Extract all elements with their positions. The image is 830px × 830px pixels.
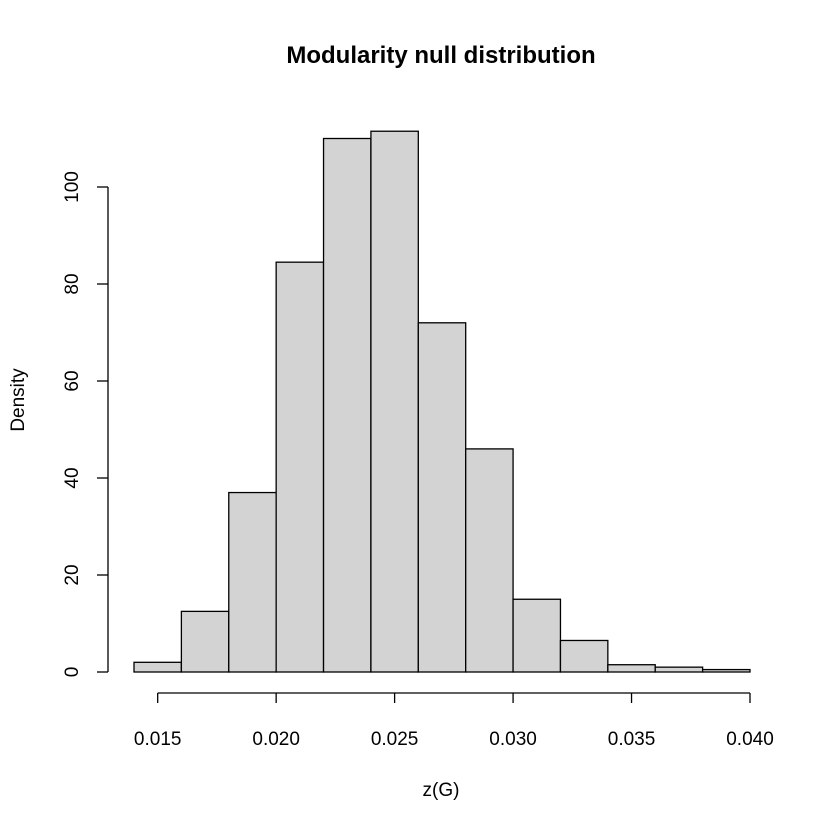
y-tick-label: 0: [62, 667, 83, 678]
x-tick-label: 0.035: [608, 729, 656, 750]
histogram-bar: [133, 661, 183, 673]
x-tick-label: 0.040: [726, 729, 774, 750]
x-tick-label: 0.030: [489, 729, 537, 750]
histogram-bar: [180, 610, 230, 673]
histogram-bar: [607, 664, 656, 673]
bars-group: [133, 130, 751, 673]
y-tick-label: 40: [62, 467, 83, 488]
x-axis: 0.015 0.020 0.025 0.030 0.035 0.040: [134, 692, 774, 750]
x-tick-label: 0.015: [134, 729, 182, 750]
histogram-bar: [322, 137, 372, 673]
histogram-bar: [559, 639, 609, 673]
histogram-bar: [228, 491, 277, 673]
x-tick-label: 0.025: [371, 729, 419, 750]
histogram-bar: [465, 448, 514, 673]
y-tick-label: 20: [62, 564, 83, 585]
x-axis-label: z(G): [423, 780, 460, 801]
y-tick-label: 100: [62, 171, 83, 203]
chart-title: Modularity null distribution: [286, 42, 595, 69]
y-axis: 0 20 40 60 80 100: [62, 171, 109, 678]
x-tick-label: 0.020: [252, 729, 300, 750]
histogram-bar: [512, 598, 562, 673]
histogram-bar: [370, 130, 419, 673]
histogram-bar: [417, 322, 467, 673]
histogram-bar: [654, 666, 704, 673]
y-tick-label: 60: [62, 370, 83, 391]
y-axis-label: Density: [8, 368, 29, 432]
histogram-bar: [701, 668, 751, 673]
y-tick-label: 80: [62, 273, 83, 294]
histogram-bar: [275, 261, 325, 673]
